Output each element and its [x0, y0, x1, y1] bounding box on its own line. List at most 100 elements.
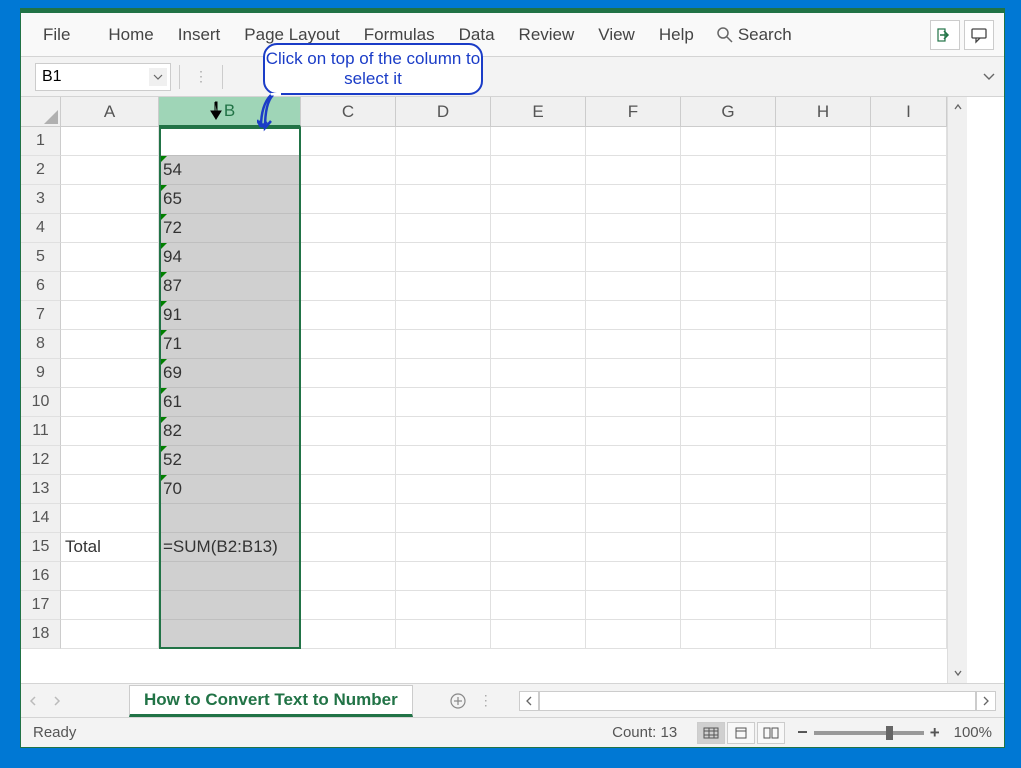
cell[interactable]: Total [61, 533, 159, 562]
cell[interactable] [681, 272, 776, 301]
cell[interactable]: 70 [159, 475, 301, 504]
cell[interactable] [586, 417, 681, 446]
cell[interactable] [396, 301, 491, 330]
row-header-7[interactable]: 7 [21, 301, 61, 330]
add-sheet-button[interactable] [443, 686, 473, 716]
cell[interactable] [491, 562, 586, 591]
cell[interactable] [871, 156, 947, 185]
row-header-15[interactable]: 15 [21, 533, 61, 562]
cell[interactable] [301, 272, 396, 301]
cell[interactable]: 69 [159, 359, 301, 388]
cell[interactable] [776, 272, 871, 301]
cell[interactable] [776, 533, 871, 562]
cell[interactable] [681, 504, 776, 533]
cell[interactable]: 54 [159, 156, 301, 185]
cell[interactable] [301, 562, 396, 591]
cell[interactable] [871, 127, 947, 156]
cell[interactable] [871, 475, 947, 504]
cell[interactable] [586, 446, 681, 475]
cell[interactable] [681, 388, 776, 417]
cell[interactable] [61, 272, 159, 301]
row-header-13[interactable]: 13 [21, 475, 61, 504]
cell[interactable] [491, 475, 586, 504]
cell[interactable] [396, 359, 491, 388]
ribbon-tab-view[interactable]: View [586, 13, 647, 57]
cell[interactable] [396, 475, 491, 504]
cell[interactable]: 61 [159, 388, 301, 417]
cell[interactable] [681, 417, 776, 446]
cell[interactable] [301, 533, 396, 562]
share-button[interactable] [930, 20, 960, 50]
cell[interactable] [776, 156, 871, 185]
cell[interactable] [61, 620, 159, 649]
cell[interactable] [301, 127, 396, 156]
cell[interactable] [586, 475, 681, 504]
select-all[interactable] [21, 97, 61, 127]
cell[interactable] [586, 214, 681, 243]
cell[interactable] [396, 156, 491, 185]
cell[interactable] [776, 562, 871, 591]
cell[interactable] [586, 185, 681, 214]
row-header-2[interactable]: 2 [21, 156, 61, 185]
cell[interactable] [396, 272, 491, 301]
tab-nav-prev[interactable] [21, 684, 45, 718]
cell[interactable] [301, 185, 396, 214]
cell[interactable] [681, 562, 776, 591]
cell[interactable] [61, 330, 159, 359]
cell[interactable] [301, 214, 396, 243]
cell[interactable]: 52 [159, 446, 301, 475]
col-header-f[interactable]: F [586, 97, 681, 127]
row-header-5[interactable]: 5 [21, 243, 61, 272]
cell[interactable] [491, 243, 586, 272]
cell[interactable] [681, 156, 776, 185]
cell[interactable] [396, 214, 491, 243]
cell[interactable] [871, 272, 947, 301]
cell[interactable] [681, 359, 776, 388]
cell[interactable] [681, 185, 776, 214]
cell[interactable] [776, 388, 871, 417]
cell[interactable] [491, 156, 586, 185]
cell[interactable] [871, 185, 947, 214]
cell[interactable] [61, 562, 159, 591]
cell[interactable] [776, 243, 871, 272]
cell[interactable] [871, 620, 947, 649]
search-box[interactable]: Search [716, 25, 792, 45]
cell[interactable] [491, 272, 586, 301]
cell[interactable] [681, 533, 776, 562]
cell[interactable]: 65 [159, 185, 301, 214]
cell[interactable] [396, 185, 491, 214]
cell[interactable] [491, 533, 586, 562]
cell[interactable] [681, 301, 776, 330]
cell[interactable] [396, 330, 491, 359]
ribbon-tab-insert[interactable]: Insert [166, 13, 233, 57]
cell[interactable]: 72 [159, 214, 301, 243]
cell[interactable] [491, 127, 586, 156]
cell[interactable] [681, 591, 776, 620]
cell[interactable] [61, 359, 159, 388]
cell[interactable] [491, 214, 586, 243]
name-box-dropdown[interactable] [149, 68, 167, 86]
cell[interactable] [491, 185, 586, 214]
cell[interactable]: 87 [159, 272, 301, 301]
tab-nav-next[interactable] [45, 684, 69, 718]
zoom-level[interactable]: 100% [954, 724, 992, 741]
col-header-a[interactable]: A [61, 97, 159, 127]
cell[interactable] [871, 388, 947, 417]
cell[interactable] [586, 243, 681, 272]
scroll-down-button[interactable] [948, 663, 967, 683]
row-header-17[interactable]: 17 [21, 591, 61, 620]
row-header-3[interactable]: 3 [21, 185, 61, 214]
row-header-11[interactable]: 11 [21, 417, 61, 446]
cell[interactable] [776, 359, 871, 388]
row-header-12[interactable]: 12 [21, 446, 61, 475]
row-header-18[interactable]: 18 [21, 620, 61, 649]
cell[interactable] [159, 591, 301, 620]
cell[interactable] [776, 214, 871, 243]
cell[interactable] [301, 417, 396, 446]
cell[interactable] [301, 591, 396, 620]
zoom-handle[interactable] [886, 726, 893, 740]
cells-grid[interactable]: 546572948791716961825270Total=SUM(B2:B13… [61, 127, 947, 649]
comments-button[interactable] [964, 20, 994, 50]
cell[interactable] [586, 156, 681, 185]
cell[interactable] [871, 446, 947, 475]
